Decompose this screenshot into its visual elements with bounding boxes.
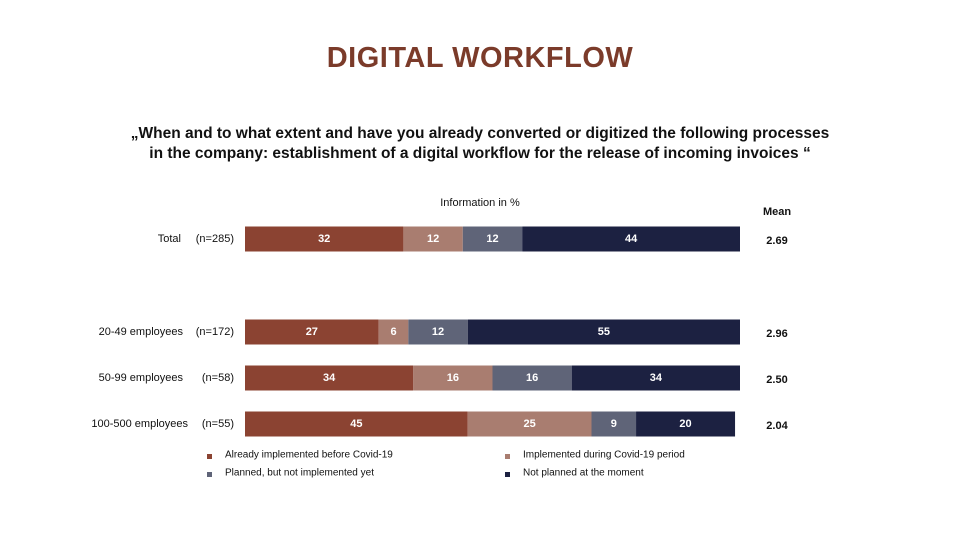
mean-value: 2.96 [766, 328, 787, 340]
category-label: 50-99 employees [99, 372, 184, 384]
value-label: 34 [650, 372, 663, 384]
value-label: 12 [486, 233, 498, 245]
category-label: 20-49 employees [99, 326, 184, 338]
bar-segment [571, 365, 740, 391]
legend-marker [505, 454, 510, 459]
bar-segment [408, 319, 468, 345]
value-label: 44 [625, 233, 638, 245]
value-label: 16 [447, 372, 459, 384]
value-label: 16 [526, 372, 538, 384]
bar-segment [245, 319, 379, 345]
bar-segment [467, 319, 740, 345]
value-label: 34 [323, 372, 336, 384]
value-label: 6 [390, 326, 396, 338]
bar-segment [467, 411, 592, 437]
bar-segment [245, 411, 468, 437]
value-label: 25 [524, 418, 536, 430]
legend-label: Planned, but not implemented yet [225, 468, 374, 479]
legend-marker [207, 472, 212, 477]
bar-segment [492, 365, 572, 391]
value-label: 32 [318, 233, 330, 245]
mean-value: 2.69 [766, 235, 787, 247]
bar-segment [591, 411, 637, 437]
bar-segment [462, 226, 523, 252]
legend-label: Not planned at the moment [523, 468, 644, 479]
bar-segment [636, 411, 736, 437]
sample-size: (n=285) [196, 233, 234, 245]
value-label: 12 [427, 233, 439, 245]
value-label: 20 [679, 418, 691, 430]
bar-segment [378, 319, 409, 345]
mean-header: Mean [763, 206, 791, 218]
chart-subtitle: „When and to what extent and have you al… [130, 125, 830, 162]
sample-size: (n=58) [202, 372, 234, 384]
bar-segment [413, 365, 493, 391]
value-label: 27 [306, 326, 318, 338]
value-label: 45 [350, 418, 362, 430]
axis-note: Information in % [440, 197, 520, 209]
sample-size: (n=172) [196, 326, 234, 338]
legend-marker [207, 454, 212, 459]
mean-value: 2.50 [766, 374, 787, 386]
bar-segment [522, 226, 740, 252]
value-label: 9 [611, 418, 617, 430]
sample-size: (n=55) [202, 418, 234, 430]
bar-segment [403, 226, 463, 252]
value-label: 55 [598, 326, 610, 338]
chart-title: DIGITAL WORKFLOW [326, 42, 634, 74]
value-label: 12 [432, 326, 444, 338]
legend-label: Implemented during Covid-19 period [523, 450, 685, 461]
legend-label: Already implemented before Covid-19 [225, 450, 393, 461]
category-label: Total [158, 233, 181, 245]
bar-segment [245, 226, 404, 252]
mean-value: 2.04 [766, 420, 788, 432]
legend-marker [505, 472, 510, 477]
bar-segment [245, 365, 414, 391]
category-label: 100-500 employees [91, 418, 188, 430]
